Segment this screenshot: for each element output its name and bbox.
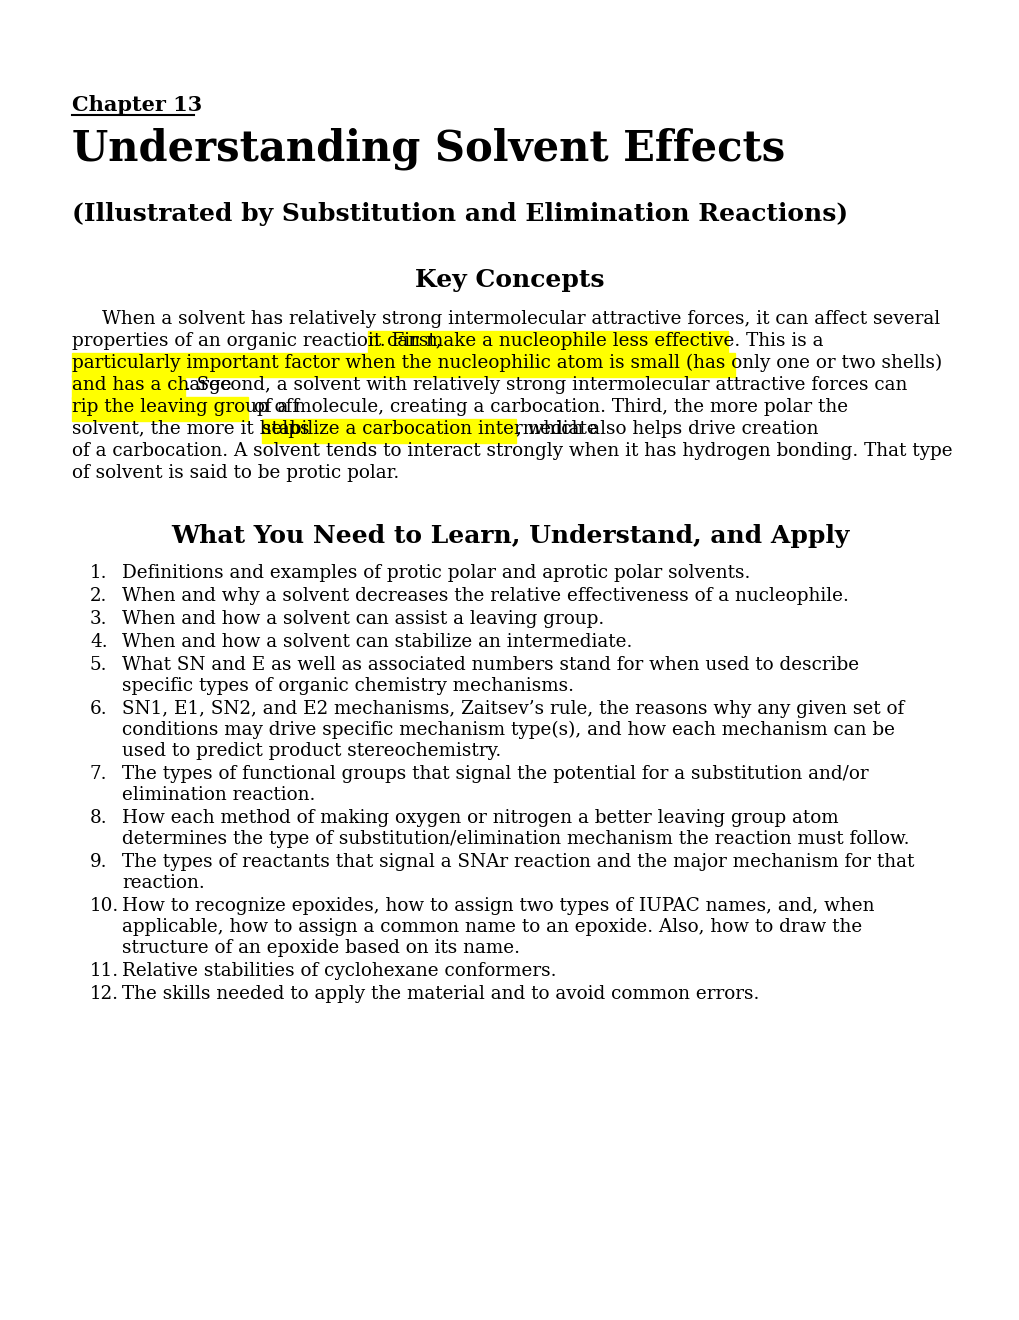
Text: , which also helps drive creation: , which also helps drive creation bbox=[516, 420, 818, 438]
Text: and has a charge: and has a charge bbox=[72, 376, 231, 393]
Bar bbox=[72, 352, 734, 378]
Text: Key Concepts: Key Concepts bbox=[415, 268, 604, 292]
Text: When and how a solvent can stabilize an intermediate.: When and how a solvent can stabilize an … bbox=[122, 634, 632, 651]
Text: 1.: 1. bbox=[90, 564, 107, 582]
Text: (Illustrated by Substitution and Elimination Reactions): (Illustrated by Substitution and Elimina… bbox=[72, 202, 847, 226]
Text: specific types of organic chemistry mechanisms.: specific types of organic chemistry mech… bbox=[122, 677, 574, 696]
Text: The types of functional groups that signal the potential for a substitution and/: The types of functional groups that sign… bbox=[122, 766, 868, 783]
Text: used to predict product stereochemistry.: used to predict product stereochemistry. bbox=[122, 742, 500, 760]
Text: How each method of making oxygen or nitrogen a better leaving group atom: How each method of making oxygen or nitr… bbox=[122, 809, 838, 828]
Text: . Second, a solvent with relatively strong intermolecular attractive forces can: . Second, a solvent with relatively stro… bbox=[184, 376, 906, 393]
Text: rip the leaving group off: rip the leaving group off bbox=[72, 399, 299, 416]
Text: properties of an organic reaction. First,: properties of an organic reaction. First… bbox=[72, 333, 447, 350]
Text: When a solvent has relatively strong intermolecular attractive forces, it can af: When a solvent has relatively strong int… bbox=[102, 310, 940, 327]
Text: elimination reaction.: elimination reaction. bbox=[122, 785, 315, 804]
Text: 11.: 11. bbox=[90, 962, 119, 979]
Text: structure of an epoxide based on its name.: structure of an epoxide based on its nam… bbox=[122, 939, 520, 957]
Text: 3.: 3. bbox=[90, 610, 107, 628]
Text: Definitions and examples of protic polar and aprotic polar solvents.: Definitions and examples of protic polar… bbox=[122, 564, 750, 582]
Bar bbox=[72, 397, 248, 421]
Text: reaction.: reaction. bbox=[122, 874, 205, 892]
Text: 2.: 2. bbox=[90, 587, 107, 605]
Text: What SN and E as well as associated numbers stand for when used to describe: What SN and E as well as associated numb… bbox=[122, 656, 858, 675]
Text: stabilize a carbocation intermediate: stabilize a carbocation intermediate bbox=[262, 420, 597, 438]
Text: How to recognize epoxides, how to assign two types of IUPAC names, and, when: How to recognize epoxides, how to assign… bbox=[122, 898, 873, 915]
Text: 9.: 9. bbox=[90, 853, 107, 871]
Text: solvent, the more it helps: solvent, the more it helps bbox=[72, 420, 315, 438]
Text: it can make a nucleophile less effective. This is a: it can make a nucleophile less effective… bbox=[368, 333, 822, 350]
Text: 5.: 5. bbox=[90, 656, 107, 675]
Text: of a carbocation. A solvent tends to interact strongly when it has hydrogen bond: of a carbocation. A solvent tends to int… bbox=[72, 442, 952, 459]
Text: When and how a solvent can assist a leaving group.: When and how a solvent can assist a leav… bbox=[122, 610, 603, 628]
Text: When and why a solvent decreases the relative effectiveness of a nucleophile.: When and why a solvent decreases the rel… bbox=[122, 587, 848, 605]
Text: The skills needed to apply the material and to avoid common errors.: The skills needed to apply the material … bbox=[122, 985, 758, 1003]
Text: Chapter 13: Chapter 13 bbox=[72, 95, 202, 115]
Text: Understanding Solvent Effects: Understanding Solvent Effects bbox=[72, 128, 785, 170]
Text: 7.: 7. bbox=[90, 766, 107, 783]
Text: 6.: 6. bbox=[90, 700, 108, 718]
Text: of a molecule, creating a carbocation. Third, the more polar the: of a molecule, creating a carbocation. T… bbox=[248, 399, 848, 416]
Text: particularly important factor when the nucleophilic atom is small (has only one : particularly important factor when the n… bbox=[72, 354, 942, 372]
Text: SN1, E1, SN2, and E2 mechanisms, Zaitsev’s rule, the reasons why any given set o: SN1, E1, SN2, and E2 mechanisms, Zaitsev… bbox=[122, 700, 904, 718]
Bar bbox=[262, 418, 516, 444]
Text: Relative stabilities of cyclohexane conformers.: Relative stabilities of cyclohexane conf… bbox=[122, 962, 556, 979]
Text: The types of reactants that signal a SNAr reaction and the major mechanism for t: The types of reactants that signal a SNA… bbox=[122, 853, 913, 871]
Text: applicable, how to assign a common name to an epoxide. Also, how to draw the: applicable, how to assign a common name … bbox=[122, 917, 861, 936]
Text: 10.: 10. bbox=[90, 898, 119, 915]
Text: determines the type of substitution/elimination mechanism the reaction must foll: determines the type of substitution/elim… bbox=[122, 830, 909, 847]
Text: What You Need to Learn, Understand, and Apply: What You Need to Learn, Understand, and … bbox=[170, 524, 849, 548]
Text: conditions may drive specific mechanism type(s), and how each mechanism can be: conditions may drive specific mechanism … bbox=[122, 721, 894, 739]
Text: 12.: 12. bbox=[90, 985, 119, 1003]
Text: of solvent is said to be protic polar.: of solvent is said to be protic polar. bbox=[72, 465, 398, 482]
Bar bbox=[72, 375, 184, 399]
Text: 4.: 4. bbox=[90, 634, 108, 651]
Text: 8.: 8. bbox=[90, 809, 108, 828]
Bar bbox=[368, 331, 727, 355]
